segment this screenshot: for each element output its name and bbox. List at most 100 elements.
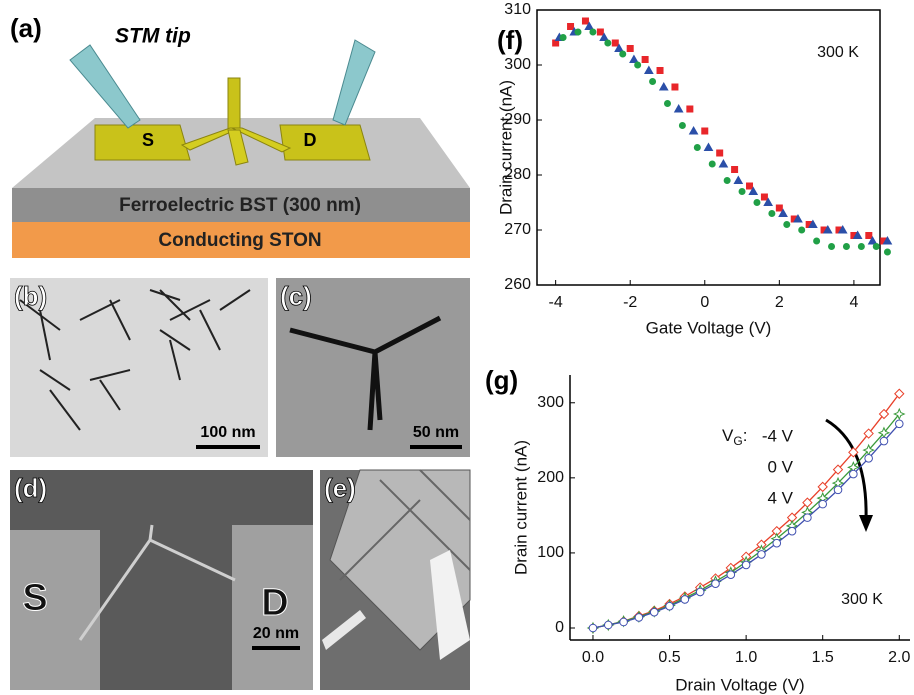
point: [635, 62, 641, 68]
panel-label: (g): [485, 365, 518, 395]
point: [705, 144, 713, 151]
layer-label: Conducting STON: [158, 230, 321, 251]
point: [866, 233, 872, 239]
y-tick-label: 0: [555, 619, 564, 636]
point: [804, 514, 812, 522]
electrode-label: D: [261, 582, 288, 624]
x-axis-label: Gate Voltage (V): [646, 318, 772, 337]
stm-tip: [333, 40, 375, 125]
point: [657, 68, 663, 74]
y-tick-label: 100: [537, 544, 564, 561]
point: [776, 205, 782, 211]
point: [650, 608, 658, 616]
panel-d: S D 20 nm (d): [10, 470, 313, 690]
y-tick-label: 310: [504, 1, 531, 18]
point: [788, 527, 796, 535]
panel-b: 100 nm (b): [10, 278, 268, 457]
point: [719, 160, 727, 167]
legend-title: VG:: [722, 426, 747, 448]
point: [627, 46, 633, 52]
point: [589, 624, 597, 632]
point: [754, 200, 760, 206]
legend-title-part: :: [743, 426, 748, 445]
y-tick-label: 300: [537, 394, 564, 411]
point: [895, 420, 903, 428]
figure: (a) STM tip S D Ferroelectric BST (300 n…: [0, 0, 914, 695]
point: [645, 67, 653, 74]
point: [664, 101, 670, 107]
legend-title-part: G: [733, 434, 742, 448]
x-tick-label: 1.5: [812, 649, 834, 666]
point: [880, 437, 888, 445]
point: [605, 40, 611, 46]
point: [884, 249, 890, 255]
point: [582, 18, 588, 24]
point: [734, 177, 742, 184]
x-tick-label: 4: [849, 294, 858, 311]
point: [717, 150, 723, 156]
point: [742, 561, 750, 569]
drain-pad: [280, 125, 370, 160]
point: [732, 167, 738, 173]
scale-label: 50 nm: [413, 424, 459, 441]
y-tick-label: 200: [537, 469, 564, 486]
point: [843, 244, 849, 250]
point: [702, 128, 708, 134]
point: [666, 602, 674, 610]
point: [696, 588, 704, 596]
point: [604, 621, 612, 629]
point: [630, 56, 638, 63]
y-tick-label: 260: [504, 276, 531, 293]
panel-c: 50 nm (c): [276, 278, 470, 457]
panel-label: (a): [10, 13, 42, 43]
point: [819, 500, 827, 508]
x-tick-label: 0.5: [658, 649, 680, 666]
y-tick-label: 270: [504, 221, 531, 238]
point: [727, 571, 735, 579]
legend-entry: 4 V: [767, 488, 793, 507]
point: [865, 455, 873, 463]
point: [758, 551, 766, 559]
pad-label: D: [304, 130, 317, 150]
stm-tip: [70, 45, 140, 128]
point: [660, 83, 668, 90]
arrow: [826, 420, 866, 520]
scale-label: 20 nm: [253, 625, 299, 642]
point: [873, 244, 879, 250]
electrode-label: S: [22, 577, 47, 619]
point: [814, 238, 820, 244]
point: [650, 79, 656, 85]
pad-label: S: [142, 130, 154, 150]
point: [834, 486, 842, 494]
point: [590, 29, 596, 35]
point: [799, 227, 805, 233]
tetrapod-arm: [228, 78, 240, 130]
point: [769, 211, 775, 217]
y-axis-label: Drain current (nA): [496, 80, 515, 215]
x-tick-label: 1.0: [735, 649, 757, 666]
point: [672, 84, 678, 90]
panel-a: (a) STM tip S D Ferroelectric BST (300 n…: [10, 13, 470, 258]
point: [747, 183, 753, 189]
point: [773, 539, 781, 547]
point: [597, 29, 603, 35]
point: [612, 40, 618, 46]
annotation: 300 K: [841, 591, 883, 608]
point: [681, 596, 689, 604]
point: [739, 189, 745, 195]
legend-entry: 0 V: [767, 457, 793, 476]
panel-label: (f): [497, 25, 523, 55]
panel-e: (e): [320, 470, 470, 690]
point: [620, 51, 626, 57]
x-tick-label: 0: [700, 294, 709, 311]
point: [620, 618, 628, 626]
point: [560, 35, 566, 41]
x-tick-label: 2: [775, 294, 784, 311]
tip-label: STM tip: [115, 25, 191, 48]
point: [690, 127, 698, 134]
point: [675, 105, 683, 112]
annotation: 300 K: [817, 44, 859, 61]
point: [712, 580, 720, 588]
